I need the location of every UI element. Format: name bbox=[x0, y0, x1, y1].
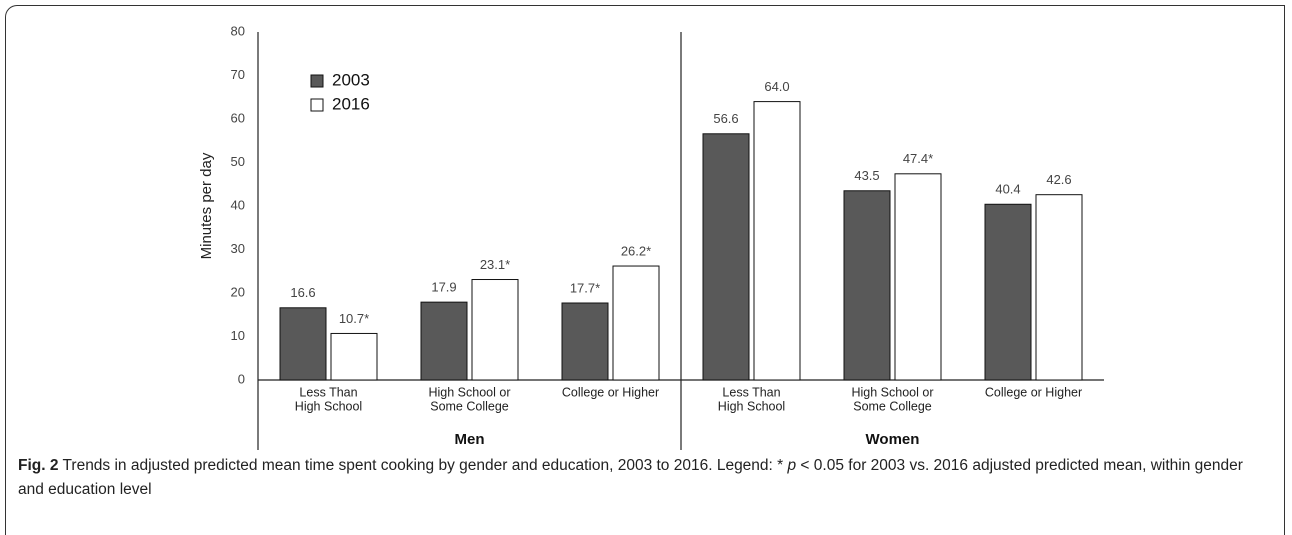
value-label: 17.9 bbox=[431, 280, 456, 295]
y-tick-label: 50 bbox=[231, 154, 245, 169]
bar bbox=[330, 332, 378, 381]
bar bbox=[984, 203, 1032, 381]
value-label: 23.1* bbox=[480, 257, 510, 272]
bar bbox=[843, 190, 891, 381]
value-label: 26.2* bbox=[621, 243, 651, 258]
x-tick-label: Less Than bbox=[299, 385, 357, 399]
legend-swatch bbox=[310, 74, 324, 88]
bar bbox=[894, 173, 942, 381]
legend-swatch bbox=[310, 98, 324, 112]
x-tick-label: High School or bbox=[852, 385, 934, 399]
y-tick-label: 80 bbox=[231, 23, 245, 38]
x-tick-label: College or Higher bbox=[562, 385, 659, 399]
y-tick-label: 10 bbox=[231, 328, 245, 343]
bar bbox=[279, 307, 327, 381]
x-tick-label: College or Higher bbox=[985, 385, 1082, 399]
caption: Fig. 2 Trends in adjusted predicted mean… bbox=[18, 454, 1268, 502]
legend-label: 2003 bbox=[332, 70, 370, 89]
caption-label: Fig. 2 bbox=[18, 457, 59, 474]
value-label: 43.5 bbox=[854, 168, 879, 183]
y-tick-label: 30 bbox=[231, 241, 245, 256]
value-label: 42.6 bbox=[1046, 172, 1071, 187]
frame bbox=[5, 5, 1285, 535]
bar bbox=[753, 101, 801, 381]
group-label: Women bbox=[866, 431, 920, 448]
bar bbox=[471, 279, 519, 381]
x-tick-label: Some College bbox=[430, 399, 509, 413]
y-tick-label: 60 bbox=[231, 110, 245, 125]
x-tick-label: High School or bbox=[429, 385, 511, 399]
bar bbox=[561, 302, 609, 381]
x-tick-label: High School bbox=[718, 399, 785, 413]
value-label: 64.0 bbox=[764, 79, 789, 94]
x-tick-label: High School bbox=[295, 399, 362, 413]
value-label: 16.6 bbox=[290, 285, 315, 300]
x-tick-label: Some College bbox=[853, 399, 932, 413]
x-tick-label: Less Than bbox=[722, 385, 780, 399]
y-tick-label: 20 bbox=[231, 284, 245, 299]
caption-text: Trends in adjusted predicted mean time s… bbox=[62, 457, 788, 474]
value-label: 56.6 bbox=[713, 111, 738, 126]
y-tick-label: 70 bbox=[231, 67, 245, 82]
chart: Minutes per day 0 10 20 30 40 50 60 70 80 Men Wome… bbox=[198, 23, 1104, 450]
bar bbox=[420, 301, 468, 381]
bar bbox=[1035, 194, 1083, 381]
bar bbox=[612, 265, 660, 381]
value-label: 17.7* bbox=[570, 280, 600, 295]
value-label: 40.4 bbox=[995, 182, 1020, 197]
value-label: 47.4* bbox=[903, 151, 933, 166]
y-axis-label: Minutes per day bbox=[198, 152, 215, 259]
y-tick-label: 40 bbox=[231, 197, 245, 212]
caption-text: < 0.05 for 2003 vs. 2016 adjusted predic… bbox=[18, 457, 1243, 498]
bar bbox=[702, 133, 750, 381]
caption-text: p bbox=[787, 457, 797, 474]
y-tick-label: 0 bbox=[238, 371, 245, 386]
value-label: 10.7* bbox=[339, 311, 369, 326]
legend-label: 2016 bbox=[332, 94, 370, 113]
group-label: Men bbox=[455, 431, 485, 448]
